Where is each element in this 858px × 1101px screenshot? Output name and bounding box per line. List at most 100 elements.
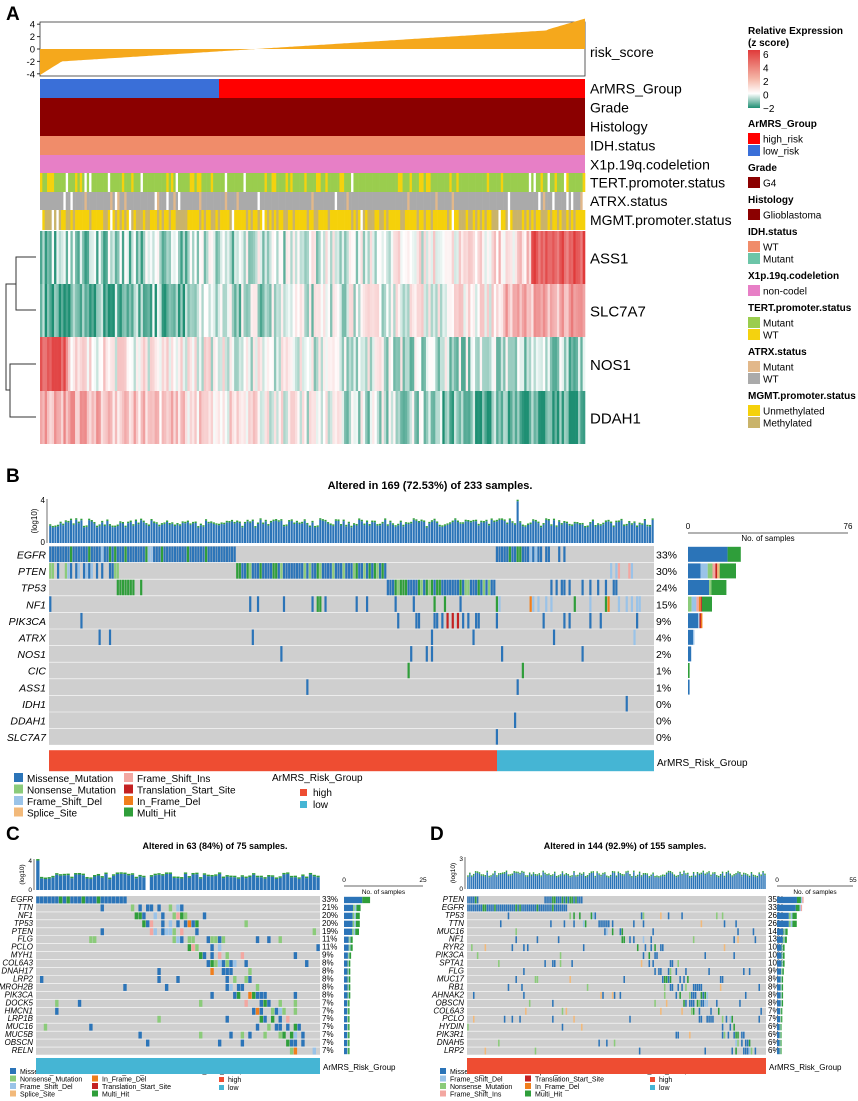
mutation-cell — [679, 991, 681, 999]
gene-percent: 8% — [322, 967, 334, 976]
atrx-cell — [203, 192, 207, 210]
heatmap-cell — [194, 391, 198, 444]
mgmt-cell — [84, 210, 88, 230]
tmb-bar — [537, 523, 540, 543]
gene-percent: 0% — [656, 699, 671, 711]
tmb-bar-cap — [625, 523, 628, 526]
tmb-bar — [619, 874, 622, 889]
mutation-cell — [552, 960, 554, 968]
mutation-cell — [236, 563, 239, 579]
heatmap-cell — [388, 337, 392, 391]
tmb-bar-cap — [111, 874, 116, 876]
mutation-cell — [482, 904, 485, 912]
heatmap-cell — [418, 231, 422, 284]
tert-cell — [528, 173, 532, 192]
mgmt-cell — [257, 210, 261, 230]
tmb-bar — [163, 523, 166, 543]
gene-row-tp53 — [116, 579, 618, 596]
gene-name: RELN — [12, 1046, 34, 1055]
tmb-bar — [303, 520, 306, 543]
tert-cell — [484, 173, 488, 192]
mutation-cell — [563, 896, 566, 904]
expr-colorbar — [748, 50, 760, 108]
tmb-bar-cap — [662, 874, 664, 877]
tmb-bar — [251, 521, 254, 543]
atrx-cell — [47, 192, 50, 210]
mutation-cell — [142, 912, 146, 920]
tmb-bar — [592, 872, 595, 889]
tmb-bar-cap — [384, 518, 387, 520]
heatmap-cell — [224, 391, 228, 444]
mutation-cell — [521, 546, 524, 563]
tmb-bar-cap — [617, 520, 620, 522]
tert-cell — [292, 173, 296, 192]
tert-cell — [395, 173, 399, 192]
mutation-cell — [254, 563, 257, 579]
mutation-cell — [495, 546, 499, 563]
mutation-cell — [472, 991, 475, 999]
mgmt-cell — [559, 210, 562, 230]
mutation-cell — [221, 960, 226, 968]
side-bar-segment — [777, 1008, 781, 1015]
heatmap-cell — [170, 231, 174, 284]
mgmt-cell — [276, 210, 279, 230]
tmb-bar-cap — [423, 520, 426, 522]
heatmap-cell — [430, 284, 434, 337]
heatmap-cell — [255, 391, 258, 444]
tmb-bar-cap — [690, 875, 693, 878]
mutation-cell — [667, 912, 670, 920]
tmb-bar — [591, 521, 594, 543]
mutation-cell — [121, 546, 125, 563]
tmb-bar-cap — [612, 525, 615, 527]
heatmap-cell — [262, 391, 265, 444]
tmb-bar — [114, 527, 117, 543]
atrx-cell — [369, 192, 373, 210]
heatmap-cell — [526, 231, 530, 284]
gene-row-lrp2 — [39, 976, 252, 983]
mgmt-cell — [444, 210, 448, 230]
heatmap-cell — [582, 284, 586, 337]
legend-item-label: WT — [763, 331, 779, 342]
mutation-cell — [748, 968, 751, 975]
heatmap-cell — [535, 337, 539, 391]
side-bar-segment — [781, 984, 784, 991]
heatmap-cell — [566, 231, 569, 284]
tmb-bar — [717, 877, 720, 889]
mutation-cell — [735, 1047, 737, 1055]
mutation-cell — [569, 912, 571, 920]
tmb-bar-cap — [363, 523, 366, 526]
expr-legend-tick: 6 — [763, 50, 769, 61]
gene-name: DNAH17 — [1, 967, 33, 976]
side-bar-segment — [777, 1031, 780, 1039]
mutation-cell — [124, 546, 127, 563]
tmb-bar — [602, 524, 605, 543]
heatmap-cell — [362, 231, 366, 284]
tmb-bar — [124, 527, 127, 543]
tmb-bar — [539, 527, 543, 543]
heatmap-cell — [561, 231, 565, 284]
heatmap-cell — [61, 231, 64, 284]
mutation-cell — [696, 983, 699, 991]
tmb-bar — [202, 874, 207, 890]
heatmap-cell — [388, 391, 392, 444]
tmb-bar — [706, 873, 708, 889]
tmb-bar-cap — [277, 520, 280, 522]
mutation-cell — [563, 579, 566, 596]
mutation-cell — [471, 904, 473, 912]
atrx-cell — [442, 192, 445, 210]
atrx-cell — [257, 192, 261, 210]
tmb-bar — [312, 876, 316, 890]
mutation-cell — [698, 983, 701, 991]
mutation-cell — [493, 579, 496, 596]
heatmap-cell — [56, 337, 60, 391]
mgmt-cell — [421, 210, 424, 230]
heatmap-cell — [86, 337, 90, 391]
gene-name: RB1 — [448, 982, 464, 991]
tmb-bar — [748, 877, 751, 889]
side-bar-segment — [356, 904, 361, 912]
heatmap-cell — [451, 337, 455, 391]
side-bar-segment — [777, 904, 796, 912]
tert-cell — [42, 173, 45, 192]
mutation-cell — [259, 563, 262, 579]
heatmap-cell — [208, 337, 212, 391]
